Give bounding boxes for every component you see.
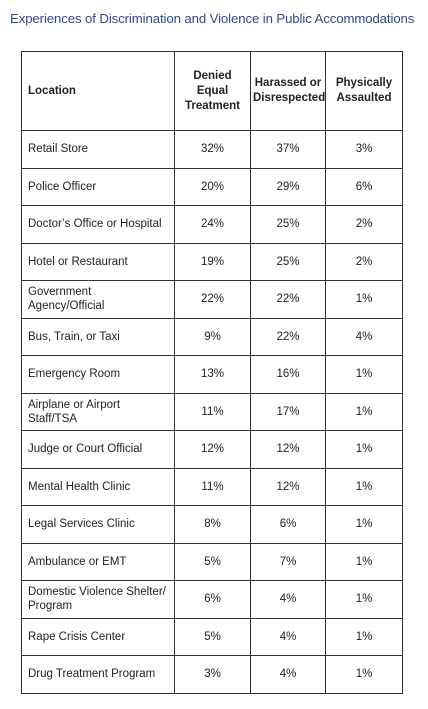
location-cell: Judge or Court Official: [21, 430, 175, 469]
denied-cell: 13%: [174, 355, 251, 394]
assaulted-cell: 2%: [325, 242, 403, 281]
column-header-harassed: Harassed or Disrespected: [250, 51, 326, 131]
denied-cell: 20%: [174, 167, 251, 206]
table-row: Legal Services Clinic 8% 6% 1%: [21, 505, 403, 544]
location-cell: Retail Store: [21, 130, 175, 169]
table-row: Judge or Court Official 12% 12% 1%: [21, 430, 403, 469]
harassed-cell: 6%: [250, 505, 326, 544]
denied-cell: 9%: [174, 317, 251, 356]
table-row: Drug Treatment Program 3% 4% 1%: [21, 655, 403, 694]
assaulted-cell: 2%: [325, 205, 403, 244]
assaulted-cell: 1%: [325, 655, 403, 694]
discrimination-table: Location Denied Equal Treatment Harassed…: [21, 51, 403, 694]
denied-cell: 11%: [174, 392, 251, 431]
harassed-cell: 25%: [250, 205, 326, 244]
location-cell: Government Agency/Official: [21, 280, 175, 319]
table-row: Airplane or Airport Staff/TSA 11% 17% 1%: [21, 392, 403, 431]
column-header-denied: Denied Equal Treatment: [174, 51, 251, 131]
location-cell: Legal Services Clinic: [21, 505, 175, 544]
denied-cell: 6%: [174, 580, 251, 619]
location-cell: Bus, Train, or Taxi: [21, 317, 175, 356]
harassed-cell: 17%: [250, 392, 326, 431]
assaulted-cell: 4%: [325, 317, 403, 356]
assaulted-cell: 1%: [325, 467, 403, 506]
location-cell: Mental Health Clinic: [21, 467, 175, 506]
harassed-cell: 22%: [250, 317, 326, 356]
location-cell: Emergency Room: [21, 355, 175, 394]
denied-cell: 5%: [174, 542, 251, 581]
location-cell: Domestic Violence Shelter/ Program: [21, 580, 175, 619]
assaulted-cell: 1%: [325, 505, 403, 544]
denied-cell: 5%: [174, 617, 251, 656]
table-row: Emergency Room 13% 16% 1%: [21, 355, 403, 394]
table-row: Domestic Violence Shelter/ Program 6% 4% 1%: [21, 580, 403, 619]
assaulted-cell: 1%: [325, 280, 403, 319]
table-row: Mental Health Clinic 11% 12% 1%: [21, 467, 403, 506]
location-cell: Airplane or Airport Staff/TSA: [21, 392, 175, 431]
harassed-cell: 4%: [250, 580, 326, 619]
denied-cell: 19%: [174, 242, 251, 281]
harassed-cell: 7%: [250, 542, 326, 581]
location-cell: Rape Crisis Center: [21, 617, 175, 656]
denied-cell: 11%: [174, 467, 251, 506]
harassed-cell: 29%: [250, 167, 326, 206]
table-row: Rape Crisis Center 5% 4% 1%: [21, 617, 403, 656]
denied-cell: 24%: [174, 205, 251, 244]
column-header-assaulted: Physically Assaulted: [325, 51, 403, 131]
harassed-cell: 4%: [250, 617, 326, 656]
location-cell: Police Officer: [21, 167, 175, 206]
table-row: Retail Store 32% 37% 3%: [21, 130, 403, 169]
table-header-row: Location Denied Equal Treatment Harassed…: [21, 51, 403, 131]
denied-cell: 12%: [174, 430, 251, 469]
assaulted-cell: 1%: [325, 392, 403, 431]
harassed-cell: 37%: [250, 130, 326, 169]
page-title: Experiences of Discrimination and Violen…: [10, 11, 415, 26]
harassed-cell: 25%: [250, 242, 326, 281]
assaulted-cell: 3%: [325, 130, 403, 169]
assaulted-cell: 1%: [325, 430, 403, 469]
location-cell: Hotel or Restaurant: [21, 242, 175, 281]
location-cell: Ambulance or EMT: [21, 542, 175, 581]
location-cell: Drug Treatment Program: [21, 655, 175, 694]
harassed-cell: 4%: [250, 655, 326, 694]
harassed-cell: 12%: [250, 467, 326, 506]
assaulted-cell: 1%: [325, 355, 403, 394]
table-row: Bus, Train, or Taxi 9% 22% 4%: [21, 317, 403, 356]
denied-cell: 32%: [174, 130, 251, 169]
column-header-location: Location: [21, 51, 175, 131]
harassed-cell: 12%: [250, 430, 326, 469]
location-cell: Doctor’s Office or Hospital: [21, 205, 175, 244]
table-row: Government Agency/Official 22% 22% 1%: [21, 280, 403, 319]
assaulted-cell: 1%: [325, 617, 403, 656]
table-body: Retail Store 32% 37% 3% Police Officer 20% 29%…: [21, 130, 403, 694]
harassed-cell: 22%: [250, 280, 326, 319]
denied-cell: 8%: [174, 505, 251, 544]
table-row: Police Officer 20% 29% 6%: [21, 167, 403, 206]
denied-cell: 22%: [174, 280, 251, 319]
table-row: Doctor’s Office or Hospital 24% 25% 2%: [21, 205, 403, 244]
assaulted-cell: 6%: [325, 167, 403, 206]
harassed-cell: 16%: [250, 355, 326, 394]
table-row: Ambulance or EMT 5% 7% 1%: [21, 542, 403, 581]
denied-cell: 3%: [174, 655, 251, 694]
assaulted-cell: 1%: [325, 580, 403, 619]
assaulted-cell: 1%: [325, 542, 403, 581]
table-row: Hotel or Restaurant 19% 25% 2%: [21, 242, 403, 281]
